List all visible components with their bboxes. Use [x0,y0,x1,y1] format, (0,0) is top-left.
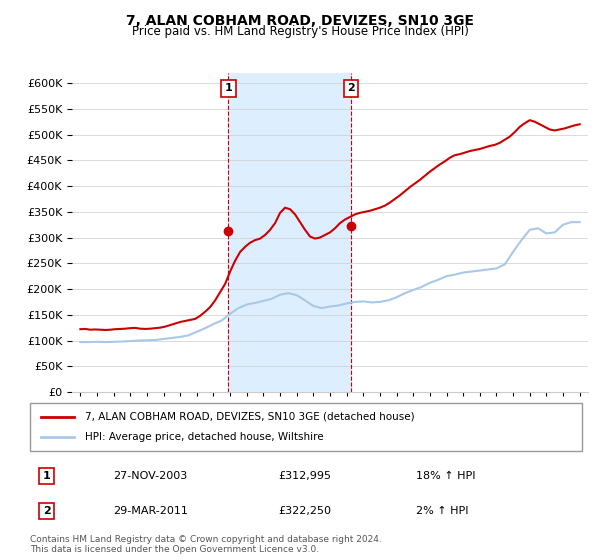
Text: 29-MAR-2011: 29-MAR-2011 [113,506,188,516]
Text: 27-NOV-2003: 27-NOV-2003 [113,471,187,481]
Text: 2: 2 [347,83,355,94]
Text: Contains HM Land Registry data © Crown copyright and database right 2024.
This d: Contains HM Land Registry data © Crown c… [30,535,382,554]
Bar [229,73,351,392]
Text: 18% ↑ HPI: 18% ↑ HPI [416,471,476,481]
Text: 2% ↑ HPI: 2% ↑ HPI [416,506,469,516]
Text: £322,250: £322,250 [278,506,331,516]
Text: 1: 1 [224,83,232,94]
Text: HPI: Average price, detached house, Wiltshire: HPI: Average price, detached house, Wilt… [85,432,324,442]
Text: Price paid vs. HM Land Registry's House Price Index (HPI): Price paid vs. HM Land Registry's House … [131,25,469,38]
Text: 7, ALAN COBHAM ROAD, DEVIZES, SN10 3GE (detached house): 7, ALAN COBHAM ROAD, DEVIZES, SN10 3GE (… [85,412,415,422]
Text: 2: 2 [43,506,50,516]
FancyBboxPatch shape [30,403,582,451]
Text: 1: 1 [43,471,50,481]
Text: 7, ALAN COBHAM ROAD, DEVIZES, SN10 3GE: 7, ALAN COBHAM ROAD, DEVIZES, SN10 3GE [126,14,474,28]
Text: £312,995: £312,995 [278,471,331,481]
